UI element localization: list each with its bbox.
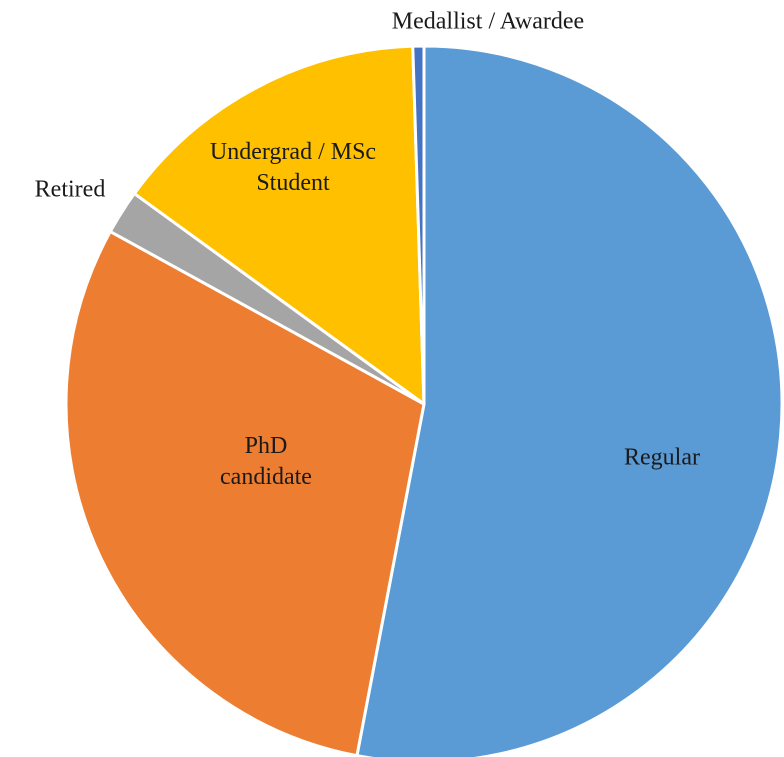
pie-slice	[355, 44, 784, 757]
slice-label: Medallist / Awardee	[391, 8, 585, 35]
pie-slice	[132, 44, 426, 406]
slice-label: Undergrad / MSc Student	[209, 139, 377, 196]
slice-label: Regular	[624, 444, 700, 471]
slice-label: Retired	[34, 176, 106, 203]
pie-slice	[64, 230, 426, 757]
slice-label: PhD candidate	[220, 433, 312, 490]
pie-slice	[411, 44, 426, 406]
